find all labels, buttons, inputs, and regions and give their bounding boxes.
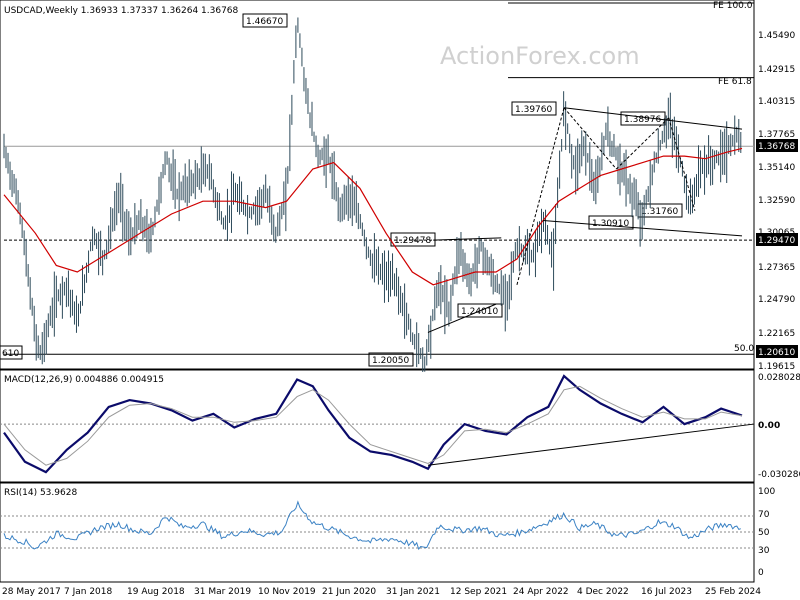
annotation-box: 1.39760 [511, 101, 557, 116]
last-price-tag-bg [756, 139, 798, 152]
macd-trendline [427, 423, 755, 466]
last-price-tag: 1.36768 [758, 142, 795, 152]
x-tick: 19 Aug 2018 [127, 587, 185, 597]
y-tick: 1.37765 [758, 130, 795, 140]
trendline-dashed [668, 117, 696, 211]
macd-pane [0, 369, 755, 483]
fib-label: 50.0 [734, 344, 754, 354]
y-tick: 1.24790 [758, 295, 795, 305]
level-tag-bg [756, 345, 798, 358]
trendline [433, 237, 502, 241]
macd-header: MACD(12,26,9) 0.004886 0.004915 [4, 375, 164, 385]
trendline-dashed [616, 117, 670, 170]
y-tick: 1.22165 [758, 329, 795, 339]
rsi-tick: 0 [758, 568, 764, 578]
x-tick: 12 Sep 2021 [450, 587, 507, 597]
y-tick: 1.40315 [758, 97, 795, 107]
svg-text:1.30910: 1.30910 [592, 219, 629, 229]
svg-text:1.38976: 1.38976 [624, 115, 661, 125]
x-tick: 24 Apr 2022 [513, 587, 569, 597]
y-tick: 1.35140 [758, 163, 795, 173]
annotation-box: 1.29478 [390, 232, 436, 247]
trendline-dashed [516, 107, 565, 285]
main-pane [0, 0, 755, 370]
rsi-line [3, 500, 741, 551]
macd-tick: -0.030286 [758, 470, 800, 480]
rsi-tick: 30 [758, 546, 770, 556]
svg-text:1.29478: 1.29478 [394, 236, 431, 246]
fib-label: FE 100.0 [713, 1, 753, 11]
x-tick: 31 Jan 2021 [386, 587, 440, 597]
level-tag: 1.20610 [758, 348, 795, 358]
svg-text:1.24010: 1.24010 [461, 307, 498, 317]
annotation-box: 610 [0, 345, 23, 360]
x-tick: 4 Dec 2022 [577, 587, 629, 597]
rsi-header: RSI(14) 53.9628 [4, 488, 77, 498]
rsi-tick: 100 [758, 487, 775, 497]
level-tag-bg [756, 233, 798, 246]
y-tick: 1.45490 [758, 31, 795, 41]
x-tick: 16 Jul 2023 [641, 587, 692, 597]
trendline-dashed [563, 107, 617, 170]
level-tag: 1.29470 [758, 236, 795, 246]
y-tick: 1.19615 [758, 362, 795, 372]
macd-signal-line [3, 385, 743, 466]
svg-text:1.46670: 1.46670 [246, 17, 283, 27]
y-tick: 1.27365 [758, 263, 795, 273]
annotation-box: 1.20050 [368, 352, 414, 367]
annotation-box: 1.46670 [242, 13, 288, 28]
svg-text:1.31760: 1.31760 [641, 207, 678, 217]
x-tick: 7 Jan 2018 [64, 587, 112, 597]
trendline [427, 303, 497, 333]
y-tick: 1.42915 [758, 65, 795, 75]
y-tick: 1.32590 [758, 196, 795, 206]
sma-line [3, 147, 743, 286]
x-tick: 28 May 2017 [2, 587, 61, 597]
trendline [543, 219, 743, 237]
watermark: ActionForex.com [440, 42, 640, 70]
macd-zero-tag-bg [756, 418, 786, 431]
macd-zero-tag: 0.00 [758, 421, 780, 431]
macd-line [3, 374, 743, 474]
x-tick: 10 Nov 2019 [258, 587, 316, 597]
rsi-tick: 50 [758, 528, 770, 538]
svg-text:1.20050: 1.20050 [372, 356, 409, 366]
fib-label: FE 61.8 [718, 77, 752, 87]
trendline [563, 107, 743, 130]
x-tick: 21 Jun 2020 [322, 587, 376, 597]
annotation-box: 1.30910 [588, 215, 634, 230]
rsi-tick: 70 [758, 510, 770, 520]
x-tick: 31 Mar 2019 [194, 587, 251, 597]
macd-tick: 0.028028 [758, 373, 800, 383]
svg-text:1.39760: 1.39760 [515, 105, 552, 115]
main-header: USDCAD,Weekly 1.36933 1.37337 1.36264 1.… [4, 6, 239, 16]
annotation-box: 1.38976 [620, 111, 666, 126]
x-tick: 25 Feb 2024 [705, 587, 761, 597]
